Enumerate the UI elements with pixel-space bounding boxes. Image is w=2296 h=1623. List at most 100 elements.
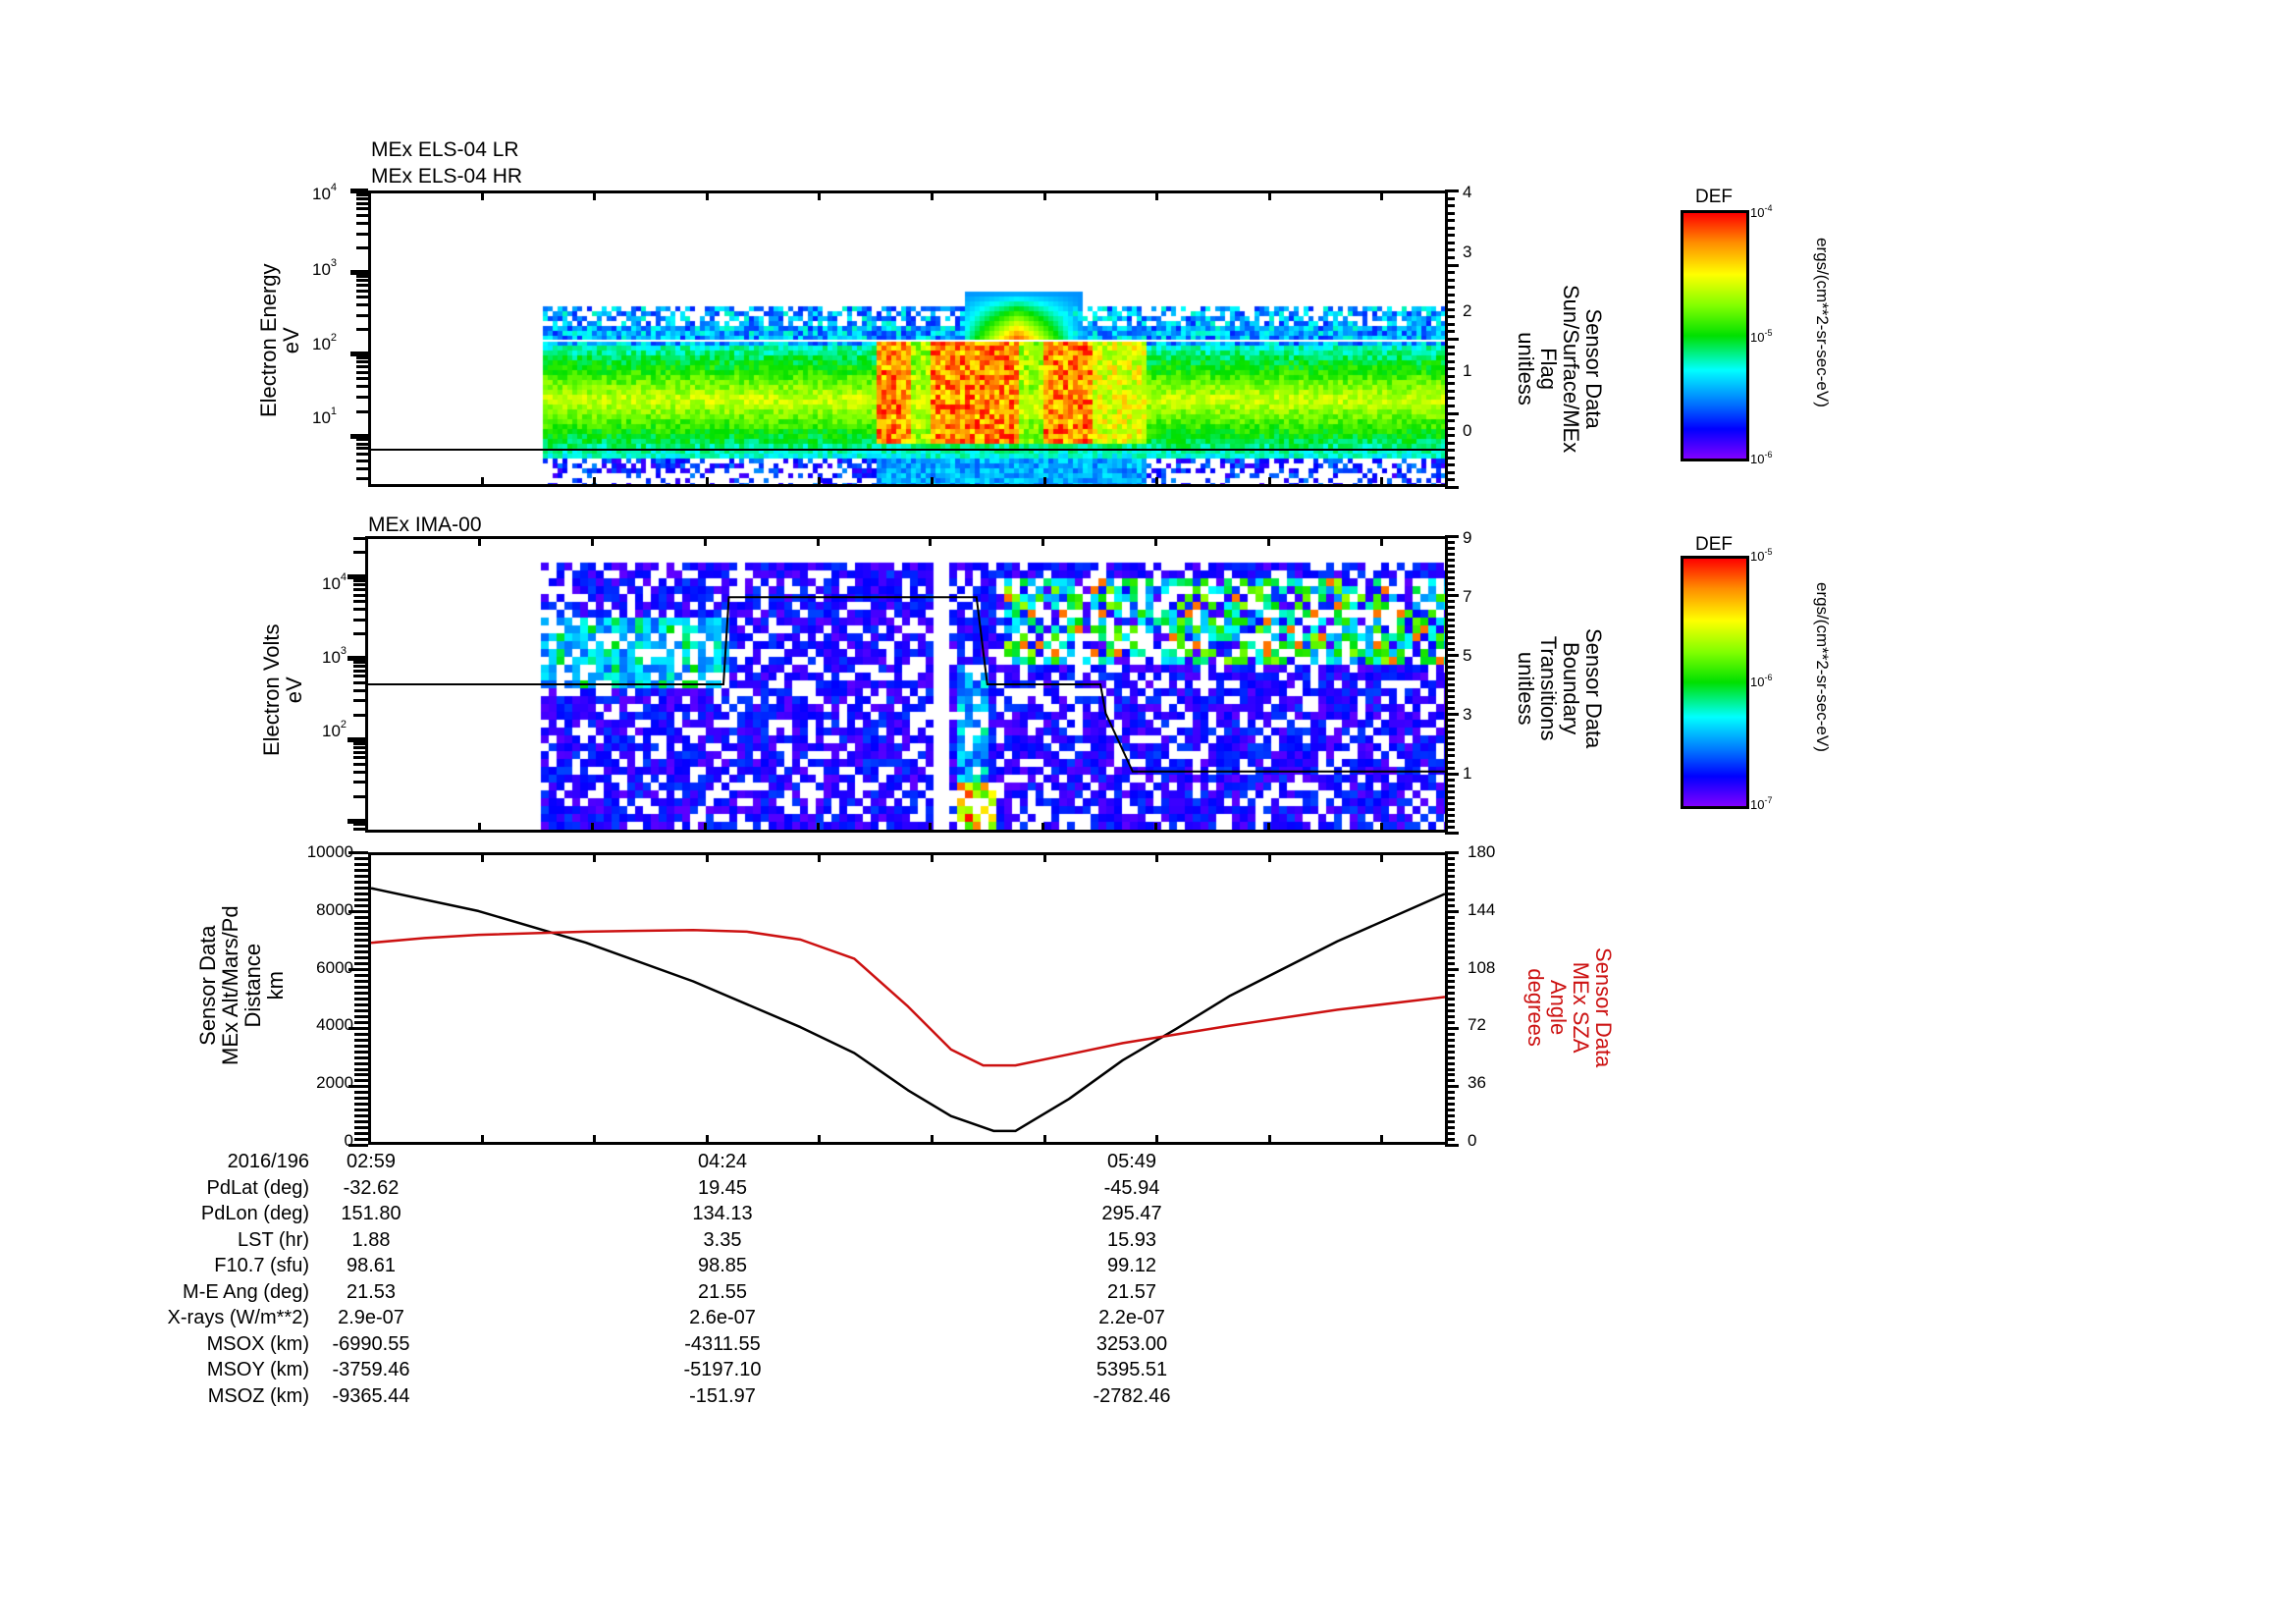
- els-rtick-3: 3: [1463, 243, 1472, 261]
- ima-spectrogram-plot[interactable]: [365, 536, 1448, 833]
- axis-tick: [356, 447, 368, 450]
- axis-tick: [354, 887, 368, 890]
- axis-tick: [354, 922, 368, 925]
- axis-tick: [353, 588, 365, 591]
- axis-tick: [1445, 898, 1455, 901]
- axis-tick: [591, 536, 594, 546]
- axis-tick: [931, 477, 934, 487]
- ima-rtick-1: 1: [1463, 764, 1472, 783]
- axis-tick: [1445, 922, 1455, 925]
- axis-tick: [354, 1103, 368, 1106]
- axis-tick: [1445, 980, 1455, 983]
- axis-tick: [1445, 412, 1459, 415]
- axis-tick: [1155, 190, 1158, 200]
- axis-tick: [1445, 1009, 1455, 1012]
- axis-tick: [1445, 588, 1455, 591]
- axis-tick: [931, 1135, 934, 1145]
- axis-tick: [356, 477, 368, 480]
- axis-tick: [356, 202, 368, 205]
- axis-tick: [354, 1021, 368, 1024]
- axis-tick: [354, 998, 368, 1001]
- ima-y-label-line2: eV: [282, 676, 306, 704]
- axis-tick: [1445, 820, 1455, 823]
- axis-tick: [481, 190, 484, 200]
- ima-colorbar-bottom: 10-7: [1750, 795, 1773, 812]
- axis-tick: [356, 438, 368, 441]
- axis-tick: [1267, 536, 1270, 546]
- els-ytick-1e4: 104: [312, 182, 338, 203]
- axis-tick: [1445, 654, 1459, 657]
- table-cell: 21.55: [697, 1280, 748, 1303]
- axis-tick: [1043, 852, 1046, 862]
- axis-tick: [1445, 761, 1455, 764]
- orbit-ytick-6000: 6000: [316, 958, 353, 977]
- ima-right-axis-label: Sensor Data Boundary Transitions unitles…: [1514, 628, 1606, 748]
- axis-tick: [354, 1056, 368, 1059]
- ima-right-label-line3: Transitions: [1536, 635, 1561, 741]
- axis-tick: [1445, 559, 1455, 562]
- axis-tick: [354, 1009, 368, 1012]
- axis-tick: [356, 279, 368, 282]
- orbit-ytick-0: 0: [344, 1131, 353, 1150]
- axis-tick: [1445, 367, 1455, 370]
- ima-right-label-line4: unitless: [1514, 651, 1538, 726]
- axis-tick: [356, 233, 368, 236]
- axis-tick: [1445, 419, 1455, 422]
- axis-tick: [1445, 227, 1455, 230]
- orbit-line-plot[interactable]: [368, 852, 1448, 1145]
- axis-tick: [356, 377, 368, 380]
- axis-tick: [353, 714, 365, 717]
- axis-tick: [1445, 672, 1455, 675]
- axis-tick: [1445, 264, 1459, 267]
- axis-tick: [1445, 346, 1455, 349]
- axis-tick: [1445, 434, 1455, 437]
- table-cell: 98.61: [346, 1255, 397, 1276]
- els-spectrogram-plot[interactable]: [368, 190, 1448, 487]
- table-cell: -4311.55: [684, 1332, 761, 1355]
- axis-tick: [1445, 294, 1455, 297]
- axis-tick: [1445, 553, 1455, 556]
- axis-tick: [1445, 1045, 1455, 1048]
- axis-tick: [353, 619, 365, 622]
- axis-tick: [347, 819, 365, 824]
- axis-tick: [1445, 606, 1455, 609]
- axis-tick: [353, 763, 365, 766]
- axis-tick: [1043, 1135, 1046, 1145]
- orbit-y-label-line4: km: [263, 971, 288, 1001]
- ima-rtick-5: 5: [1463, 646, 1472, 665]
- els-y-axis-label: Electron Energy eV: [256, 263, 303, 417]
- axis-tick: [1043, 190, 1046, 200]
- axis-tick: [1445, 624, 1455, 627]
- axis-tick: [356, 290, 368, 293]
- axis-tick: [1445, 869, 1455, 872]
- axis-tick: [347, 737, 365, 742]
- table-cell: -151.97: [689, 1384, 756, 1407]
- axis-tick: [1445, 851, 1459, 854]
- axis-tick: [478, 536, 481, 546]
- orbit-y-label-line1: Sensor Data: [195, 925, 220, 1046]
- axis-tick: [1445, 390, 1455, 393]
- axis-tick: [1445, 974, 1455, 977]
- table-time-label: 02:59: [346, 1151, 397, 1172]
- axis-tick: [1445, 315, 1455, 318]
- axis-tick: [593, 1135, 596, 1145]
- axis-tick: [1445, 427, 1455, 430]
- axis-tick: [1445, 594, 1459, 597]
- axis-tick: [1380, 190, 1383, 200]
- table-cell: 2.2e-07: [1098, 1307, 1165, 1328]
- axis-tick: [354, 933, 368, 936]
- orbit-rtick-180: 180: [1468, 842, 1496, 861]
- axis-tick: [1445, 600, 1455, 603]
- axis-tick: [353, 551, 365, 554]
- orbit-lines: [370, 887, 1446, 1133]
- orbit-right-axis-label: Sensor Data MEx SZA Angle degrees: [1523, 947, 1616, 1067]
- axis-tick: [353, 689, 365, 692]
- els-colorbar: [1681, 210, 1749, 461]
- table-cell: -6990.55: [332, 1332, 410, 1355]
- axis-tick: [1445, 857, 1455, 860]
- axis-tick: [356, 467, 368, 470]
- table-cell: 2.6e-07: [689, 1307, 756, 1328]
- axis-tick: [1445, 1079, 1455, 1082]
- axis-tick: [353, 742, 365, 745]
- axis-tick: [1445, 677, 1455, 680]
